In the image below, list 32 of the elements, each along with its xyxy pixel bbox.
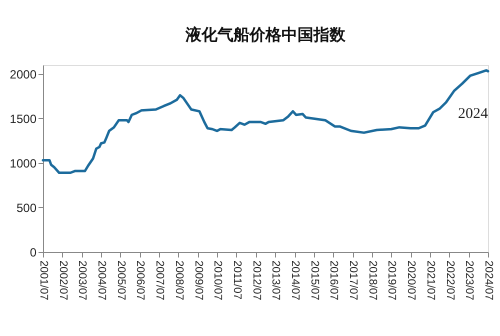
x-tick-label: 2011/07 <box>230 260 243 300</box>
x-tick-label: 2018/07 <box>366 260 378 300</box>
x-tick-label: 2024/07 <box>482 260 494 300</box>
x-tick-label: 2001/07 <box>38 260 50 300</box>
y-tick-label: 1500 <box>10 112 37 126</box>
y-tick-label: 2000 <box>10 67 37 82</box>
x-tick-label: 2016/07 <box>328 260 340 300</box>
x-tick-label: 2023/07 <box>463 260 476 300</box>
x-tick-label: 2004/07 <box>96 260 108 300</box>
x-tick-label: 2009/07 <box>192 260 204 300</box>
x-tick-label: 2006/07 <box>134 260 146 300</box>
x-tick-label: 2003/07 <box>76 260 88 300</box>
x-tick-label: 2020/07 <box>405 260 418 300</box>
x-tick-label: 2002/07 <box>56 260 69 300</box>
x-tick-label: 2015/07 <box>308 260 320 300</box>
x-tick-label: 2013/07 <box>270 260 282 300</box>
y-tick-label: 500 <box>16 200 37 215</box>
x-tick-label: 2022/07 <box>444 260 456 300</box>
y-tick-label: 1000 <box>10 156 37 170</box>
x-tick-label: 2017/07 <box>347 260 360 300</box>
y-tick-label: 0 <box>30 246 37 260</box>
x-tick-label: 2014/07 <box>289 260 301 300</box>
x-tick-label: 2005/07 <box>114 260 127 300</box>
annotation: 2024 <box>458 106 488 122</box>
x-tick-label: 2019/07 <box>386 260 398 300</box>
chart-title: 液化气船价格中国指数 <box>184 25 346 44</box>
x-tick-label: 2021/07 <box>424 260 436 300</box>
line-series <box>42 69 490 174</box>
x-tick-label: 2008/07 <box>172 260 185 300</box>
x-tick-label: 2012/07 <box>250 260 262 300</box>
x-tick-label: 2010/07 <box>212 260 224 300</box>
x-tick-label: 2007/07 <box>154 260 166 300</box>
